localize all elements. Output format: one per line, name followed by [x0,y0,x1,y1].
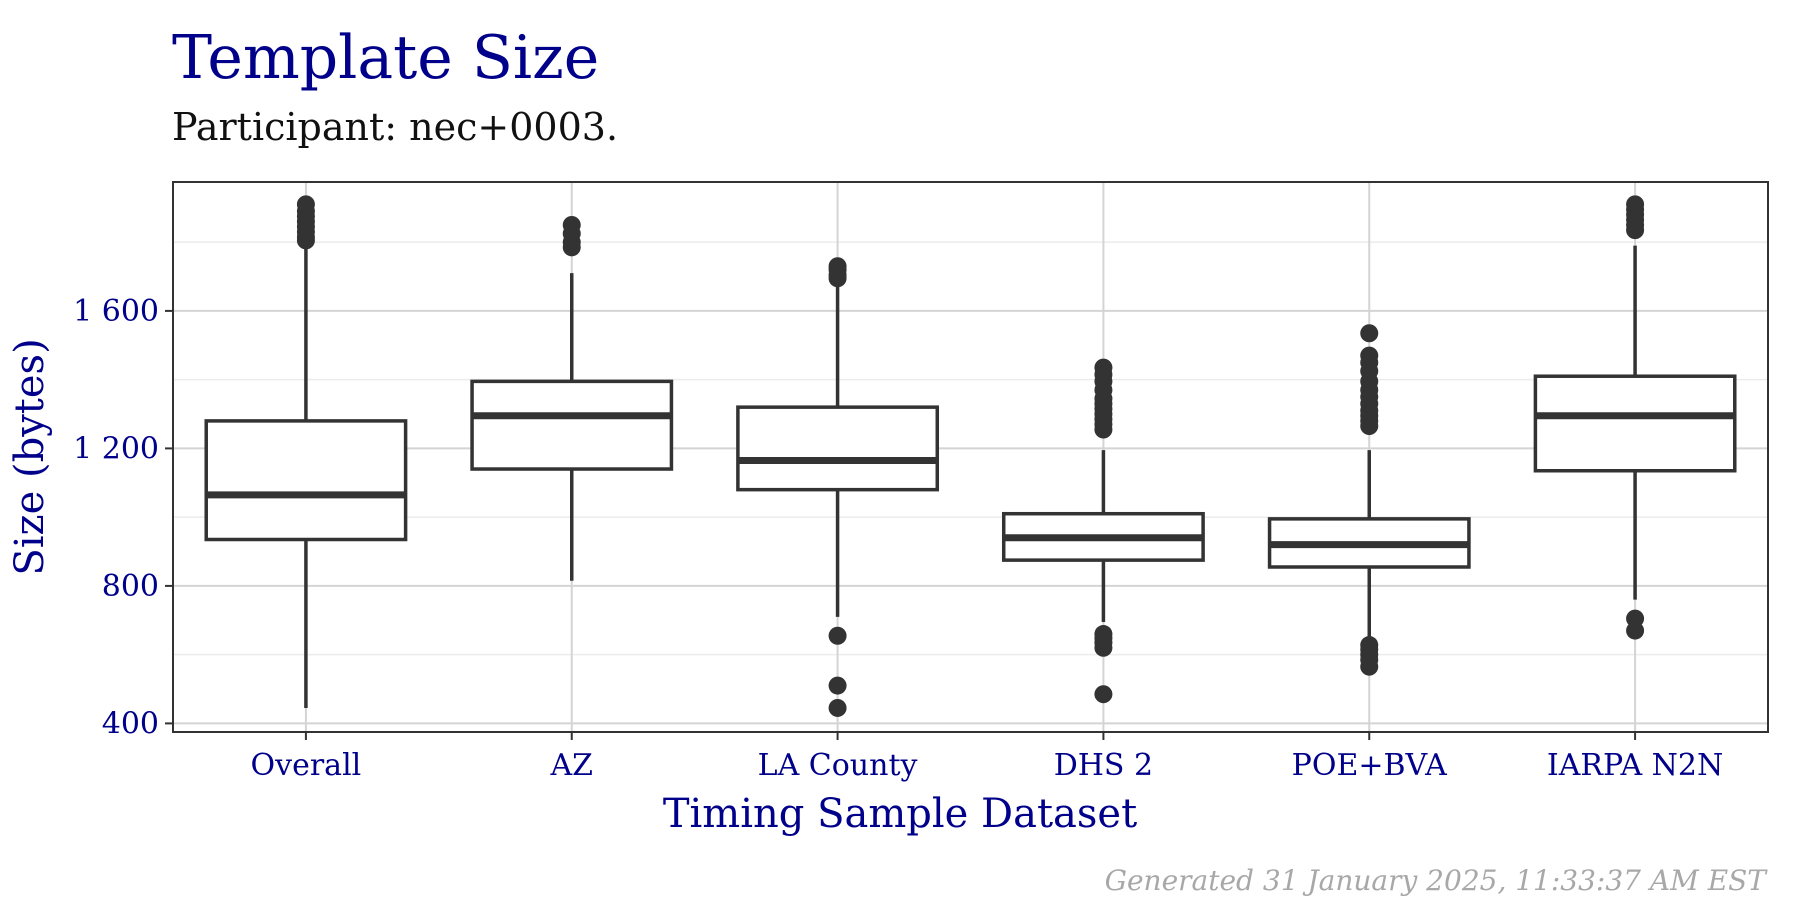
x-tick-label: LA County [758,748,918,783]
x-axis-title: Timing Sample Dataset [663,791,1137,837]
iqr-box [204,419,408,542]
iqr-box [1533,374,1737,473]
x-tick-label: AZ [549,748,593,783]
plot-border [172,181,1769,733]
plot-background [173,182,1768,732]
outlier-point [1360,324,1379,343]
iqr-box [736,405,940,492]
y-tick-label: 400 [102,706,159,741]
chart-title: Template Size [172,23,599,93]
boxplot-overall [204,195,408,708]
outlier-point [296,195,315,214]
boxplot-dhs-2 [1001,358,1205,704]
iqr-box [470,379,674,471]
boxplot-iarpa-n2n [1533,195,1737,640]
y-axis-title: Size (bytes) [7,338,53,575]
outlier-point [1094,625,1113,644]
caption: Generated 31 January 2025, 11:33:37 AM E… [1105,864,1769,897]
outlier-point [1094,685,1113,704]
x-tick-label: Overall [251,748,362,783]
boxplot-poe-bva [1267,324,1471,676]
boxplots [204,195,1737,717]
y-tick-label: 1 600 [73,294,159,329]
outlier-point [828,257,847,276]
outlier-point [1360,346,1379,365]
x-tick-label: POE+BVA [1292,748,1447,783]
outlier-point [1094,358,1113,377]
plot-area [172,181,1769,733]
boxplot-az [470,215,674,581]
chart-subtitle: Participant: nec+0003. [172,105,618,149]
outlier-point [562,215,581,234]
outlier-point [1360,636,1379,655]
outlier-point [828,676,847,695]
x-tick-label: DHS 2 [1054,748,1153,783]
outlier-point [1626,195,1645,214]
x-tick-label: IARPA N2N [1547,748,1723,783]
outlier-point [828,698,847,717]
y-axis: 400 800 1 200 1 600 [73,294,173,741]
boxplot-la-county [736,257,940,717]
outlier-point [828,626,847,645]
y-tick-label: 1 200 [73,431,159,466]
outlier-point [1626,609,1645,628]
x-axis: Overall AZ LA County DHS 2 POE+BVA IARPA N2N [251,732,1723,783]
y-tick-label: 800 [102,569,159,604]
